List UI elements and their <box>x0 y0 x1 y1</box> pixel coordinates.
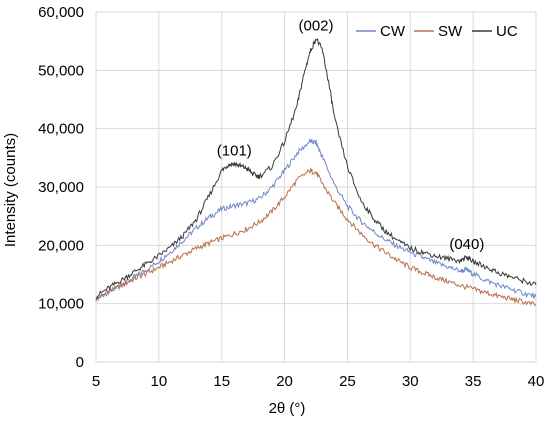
series-line-sw <box>95 166 537 307</box>
peak-label: (002) <box>298 17 333 34</box>
peak-label: (101) <box>217 143 252 160</box>
legend-label-uc: UC <box>496 23 518 40</box>
x-tick-label: 5 <box>92 373 100 390</box>
x-axis-title: 2θ (°) <box>269 400 306 417</box>
legend: CW SW UC <box>356 23 518 40</box>
x-tick-label: 35 <box>465 373 482 390</box>
legend-label-sw: SW <box>438 23 463 40</box>
series-line-uc <box>95 38 537 300</box>
x-tick-label: 30 <box>402 373 419 390</box>
grid <box>95 11 537 363</box>
x-tick-label: 15 <box>213 373 230 390</box>
y-axis-title: Intensity (counts) <box>2 133 19 247</box>
x-tick-label: 20 <box>276 373 293 390</box>
y-tick-label: 20,000 <box>38 237 84 254</box>
y-tick-label: 60,000 <box>38 4 84 21</box>
x-tick-label: 25 <box>339 373 356 390</box>
y-tick-label: 10,000 <box>38 296 84 313</box>
x-tick-label: 40 <box>528 373 545 390</box>
peak-annotations: (101) (002) (040) <box>217 17 485 253</box>
x-tick-label: 10 <box>151 373 168 390</box>
tick-labels: 5 10 15 20 25 30 35 40 0 10,000 20,000 30,000 40,000… <box>38 4 544 390</box>
peak-label: (040) <box>449 236 484 253</box>
y-tick-label: 30,000 <box>38 179 84 196</box>
series-line-cw <box>95 138 537 303</box>
y-tick-label: 40,000 <box>38 121 84 138</box>
series-lines <box>95 38 537 307</box>
y-tick-label: 50,000 <box>38 62 84 79</box>
y-tick-label: 0 <box>76 354 84 371</box>
legend-label-cw: CW <box>380 23 406 40</box>
